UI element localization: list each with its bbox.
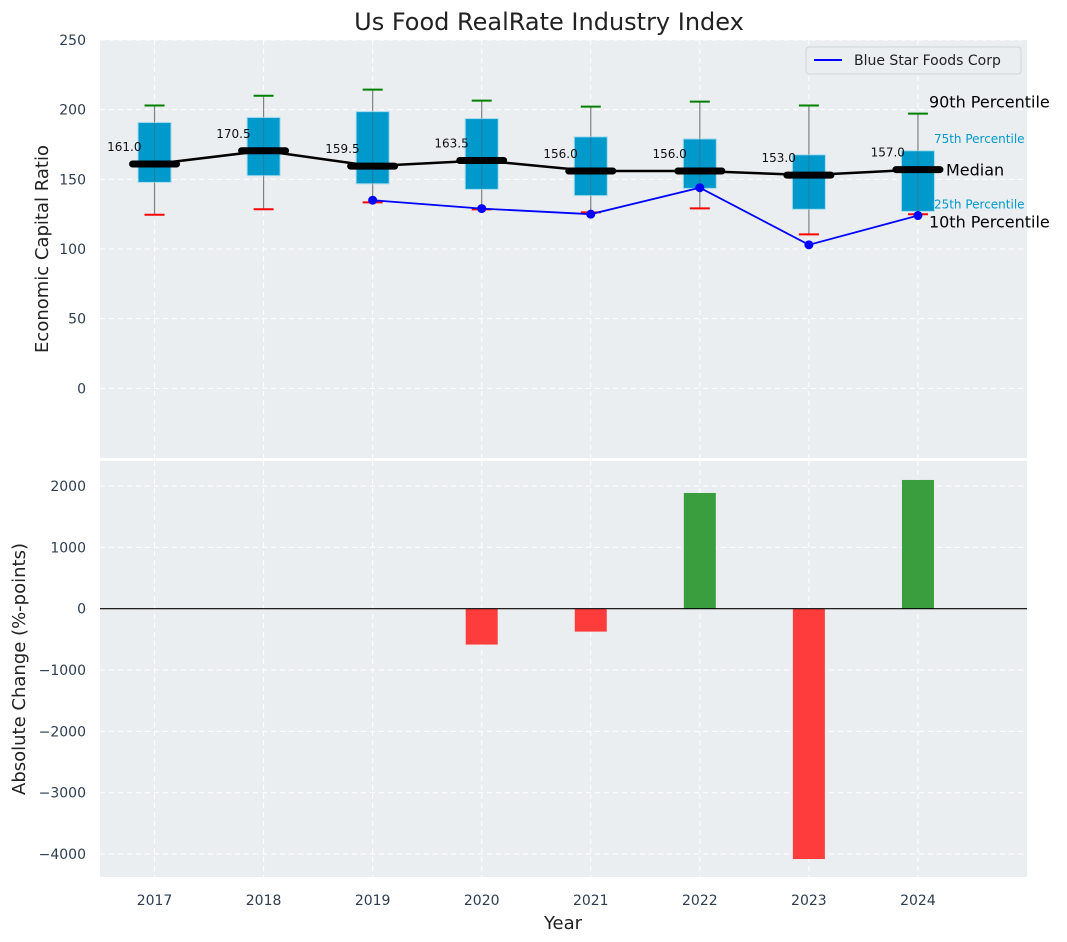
- top-ytick-label: 100: [59, 242, 86, 258]
- change-bar: [574, 608, 607, 632]
- xtick-label: 2019: [355, 893, 391, 909]
- company-line: [372, 186, 919, 246]
- change-bar: [901, 479, 934, 609]
- median-value-label: 163.5: [434, 137, 468, 151]
- annotation-q3: 75th Percentile: [934, 132, 1025, 146]
- median-value-label: 159.5: [325, 142, 359, 156]
- median-value-label: 153.0: [762, 151, 796, 165]
- xtick-label: 2018: [246, 893, 282, 909]
- top-ytick-label: 200: [59, 103, 86, 119]
- bottom-ytick-label: 1000: [50, 540, 86, 556]
- x-axis-label: Year: [543, 913, 583, 934]
- legend-box: [805, 46, 1022, 75]
- median-value-label: 157.0: [871, 146, 905, 160]
- company-point: [804, 240, 814, 250]
- bottom-ytick-label: −4000: [39, 847, 86, 863]
- annotation-p10: 10th Percentile: [929, 212, 1050, 231]
- median-value-label: 156.0: [543, 147, 577, 161]
- bottom-ytick-label: −2000: [39, 724, 86, 740]
- change-bar: [465, 608, 498, 645]
- company-point: [695, 183, 705, 193]
- annotation-q1: 25th Percentile: [934, 197, 1025, 211]
- median-value-label: 161.0: [107, 140, 141, 154]
- annotation-median: Median: [946, 161, 1004, 180]
- change-bar: [792, 608, 825, 860]
- xtick-label: 2022: [682, 893, 718, 909]
- top-ytick-label: 50: [68, 312, 86, 328]
- company-point: [368, 195, 378, 205]
- top-ytick-label: 250: [59, 33, 86, 49]
- xtick-label: 2024: [900, 893, 936, 909]
- top-ytick-label: 150: [59, 172, 86, 188]
- company-point: [913, 211, 923, 221]
- top-y-axis-label: Economic Capital Ratio: [32, 145, 53, 353]
- annotation-p90: 90th Percentile: [929, 93, 1050, 112]
- xtick-label: 2023: [791, 893, 827, 909]
- bottom-ytick-label: 0: [77, 602, 86, 618]
- median-value-label: 156.0: [652, 147, 686, 161]
- company-point: [586, 209, 596, 219]
- bottom-ytick-label: 2000: [50, 479, 86, 495]
- legend-label: Blue Star Foods Corp: [854, 53, 1001, 69]
- change-bar: [683, 492, 716, 609]
- xtick-label: 2021: [573, 893, 609, 909]
- bottom-y-axis-label: Absolute Change (%-points): [9, 543, 30, 795]
- xtick-label: 2017: [137, 893, 173, 909]
- company-point: [477, 204, 487, 214]
- bottom-ytick-label: −3000: [39, 786, 86, 802]
- chart-title: Us Food RealRate Industry Index: [354, 8, 744, 36]
- bottom-plot-area: [100, 461, 1027, 877]
- top-ytick-label: 0: [77, 381, 86, 397]
- bottom-ytick-label: −1000: [39, 663, 86, 679]
- median-value-label: 170.5: [216, 127, 250, 141]
- xtick-label: 2020: [464, 893, 500, 909]
